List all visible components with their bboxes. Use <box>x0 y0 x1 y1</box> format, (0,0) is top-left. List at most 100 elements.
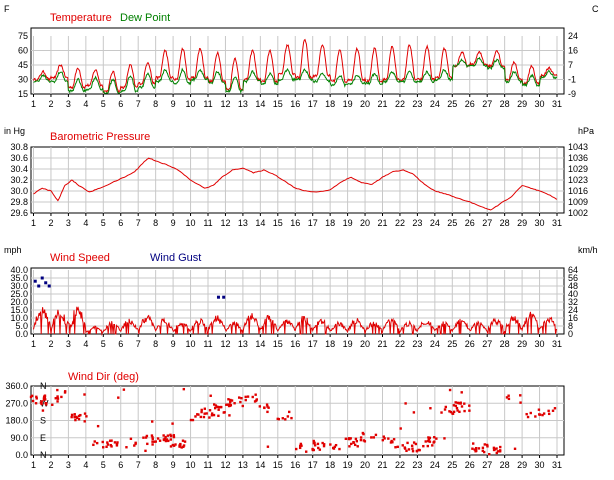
wind-left-tick-label: 0.0 <box>15 329 28 339</box>
winddir-points <box>29 387 557 456</box>
pressure-x-tick-label: 31 <box>552 218 562 228</box>
winddir-point <box>352 440 355 444</box>
pressure-right-tick-label: 1029 <box>568 164 588 174</box>
temp-plot-frame <box>30 27 565 95</box>
wind-x-tick-label: 22 <box>395 339 405 349</box>
temp-x-ticks: 1 2 3 4 5 6 7 8 9 10 11 12 13 14 15 16 17 18 19 20 21 22 23 24 2… <box>31 99 562 109</box>
pressure-right-tick-label: 1002 <box>568 208 588 218</box>
temp-x-tick-label: 6 <box>118 99 123 109</box>
winddir-point <box>266 445 270 448</box>
winddir-point <box>122 388 126 391</box>
winddir-point <box>486 445 489 448</box>
pressure-x-tick-label: 20 <box>360 218 370 228</box>
pressure-x-tick-label: 1 <box>31 218 36 228</box>
winddir-point <box>422 444 425 448</box>
winddir-point <box>246 395 250 398</box>
temp-grid <box>31 36 564 97</box>
windgust-point <box>47 284 51 288</box>
winddir-point <box>383 437 386 440</box>
winddir-point <box>553 407 557 410</box>
winddir-point <box>241 404 244 408</box>
winddir-x-tick-label: 21 <box>377 460 387 470</box>
wind-x-tick-label: 4 <box>83 339 88 349</box>
winddir-point <box>183 440 187 443</box>
winddir-point <box>83 412 87 415</box>
winddir-point <box>458 410 461 414</box>
windgust-point <box>33 279 37 283</box>
pressure-left-tick-label: 30.0 <box>10 186 28 196</box>
wind-x-tick-label: 17 <box>308 339 318 349</box>
temp-x-tick-label: 24 <box>430 99 440 109</box>
winddir-point <box>172 435 176 439</box>
temp-x-tick-label: 12 <box>220 99 230 109</box>
winddir-point <box>43 396 47 399</box>
winddir-point <box>431 444 434 447</box>
winddir-point <box>153 440 156 443</box>
winddir-point <box>239 400 242 404</box>
temp-series-label: Temperature <box>50 12 112 24</box>
winddir-compass-letter: E <box>40 433 46 443</box>
winddir-point <box>202 415 206 419</box>
winddir-point <box>353 443 357 447</box>
winddir-point <box>74 418 77 422</box>
winddir-x-tick-label: 9 <box>171 460 176 470</box>
winddir-point <box>56 395 59 398</box>
pressure-x-tick-label: 24 <box>430 218 440 228</box>
pressure-series-label: Barometric Pressure <box>50 131 150 143</box>
pressure-x-tick-label: 7 <box>136 218 141 228</box>
winddir-point <box>460 405 464 408</box>
wind-grid <box>31 270 564 337</box>
winddir-point <box>492 446 496 450</box>
winddir-compass-letter: N <box>40 381 47 391</box>
winddir-point <box>392 438 396 441</box>
temp-x-tick-label: 25 <box>447 99 457 109</box>
winddir-point <box>286 415 290 418</box>
wind-x-tick-label: 27 <box>482 339 492 349</box>
wind-x-tick-label: 12 <box>220 339 230 349</box>
winddir-x-tick-label: 23 <box>412 460 422 470</box>
temp-right-tick-label: -1 <box>568 75 576 85</box>
winddir-point <box>529 411 532 415</box>
winddir-point <box>79 413 82 417</box>
winddir-point <box>142 436 145 439</box>
winddir-point <box>542 412 546 415</box>
winddir-point <box>426 444 429 448</box>
winddir-point <box>60 395 63 399</box>
winddir-point <box>451 412 454 415</box>
winddir-point <box>404 402 407 405</box>
winddir-point <box>399 427 402 430</box>
winddir-point <box>208 409 212 412</box>
winddir-point <box>208 416 211 419</box>
temp-x-tick-label: 7 <box>136 99 141 109</box>
temp-x-tick-label: 18 <box>325 99 335 109</box>
wind-left-tick-label: 5.0 <box>15 321 28 331</box>
winddir-point <box>295 447 298 451</box>
winddir-left-tick-label: 360.0 <box>5 381 28 391</box>
winddir-point <box>229 400 232 404</box>
winddir-point <box>146 442 149 446</box>
winddir-point <box>334 443 338 447</box>
winddir-point <box>507 394 510 397</box>
temp-x-tick-label: 9 <box>171 99 176 109</box>
windgust-point <box>44 281 48 285</box>
winddir-point <box>54 397 57 400</box>
wind-left-unit: mph <box>4 245 22 255</box>
winddir-point <box>199 415 203 419</box>
winddir-point <box>313 444 317 447</box>
windgust-points <box>33 276 226 299</box>
winddir-point <box>216 405 219 408</box>
winddir-point <box>73 415 77 419</box>
winddir-point <box>412 411 416 414</box>
temp-x-tick-label: 8 <box>153 99 158 109</box>
winddir-x-tick-label: 22 <box>395 460 405 470</box>
winddir-point <box>452 410 456 414</box>
wind-x-tick-label: 15 <box>273 339 283 349</box>
winddir-point <box>313 441 316 445</box>
winddir-point <box>350 442 353 446</box>
winddir-x-tick-label: 10 <box>186 460 196 470</box>
winddir-point <box>172 444 176 447</box>
winddir-point <box>134 442 137 446</box>
winddir-point <box>151 436 154 439</box>
winddir-point <box>300 444 303 447</box>
